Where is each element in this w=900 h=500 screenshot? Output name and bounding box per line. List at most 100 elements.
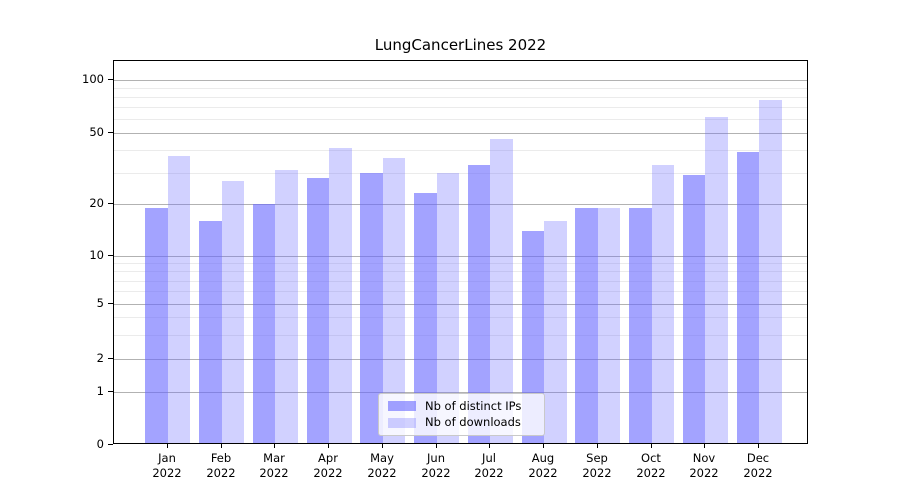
chart-title: LungCancerLines 2022 xyxy=(374,36,547,54)
y-tick xyxy=(108,358,113,359)
gridline-major xyxy=(114,256,807,257)
x-tick-label-month: Nov xyxy=(692,451,716,465)
gridline-minor xyxy=(114,263,807,264)
x-tick-label-month: Jan xyxy=(158,451,176,465)
x-tick-label: Sep 2022 xyxy=(565,451,629,480)
x-tick-label: Jul 2022 xyxy=(457,451,521,480)
gridline-minor xyxy=(114,107,807,108)
x-tick xyxy=(436,444,437,448)
bar-downloads xyxy=(382,158,406,443)
x-tick-label-month: Jun xyxy=(427,451,445,465)
y-tick-label: 100 xyxy=(82,72,104,86)
gridline-minor xyxy=(114,119,807,120)
legend-swatch-downloads xyxy=(388,417,416,428)
y-tick xyxy=(108,444,113,445)
legend-row-distinct-ips: Nb of distinct IPs xyxy=(388,399,535,413)
gridline-minor xyxy=(114,281,807,282)
bar-distinct-ips xyxy=(306,177,330,443)
legend-label-downloads: Nb of downloads xyxy=(425,415,521,430)
x-tick-label: May 2022 xyxy=(350,451,414,480)
bar-distinct-ips xyxy=(521,230,545,443)
gridline-major xyxy=(114,359,807,360)
bar-distinct-ips xyxy=(199,220,222,443)
x-tick xyxy=(221,444,222,448)
y-tick xyxy=(108,203,113,204)
bar-distinct-ips xyxy=(629,207,652,443)
gridline-minor xyxy=(114,335,807,336)
gridline-minor xyxy=(114,173,807,174)
x-tick-label-year: 2022 xyxy=(474,465,504,480)
bar-downloads xyxy=(221,180,245,443)
x-tick-label-year: 2022 xyxy=(206,465,236,480)
y-tick-label: 2 xyxy=(96,351,104,365)
bar-distinct-ips xyxy=(145,207,168,443)
bar-distinct-ips xyxy=(467,165,491,443)
y-tick-label: 50 xyxy=(89,125,104,139)
gridline-major xyxy=(114,133,807,134)
bar-downloads xyxy=(436,172,460,443)
x-tick-label-year: 2022 xyxy=(367,465,397,480)
x-tick-label-year: 2022 xyxy=(528,465,558,480)
x-tick-label-month: Jul xyxy=(482,451,496,465)
y-tick xyxy=(108,132,113,133)
plot-area: Nb of distinct IPs Nb of downloads xyxy=(113,60,808,444)
x-tick xyxy=(704,444,705,448)
gridline-minor xyxy=(114,97,807,98)
bar-downloads xyxy=(597,207,621,443)
x-tick xyxy=(651,444,652,448)
y-tick-label: 10 xyxy=(89,248,104,262)
y-tick-label: 1 xyxy=(96,384,104,398)
gridline-major xyxy=(114,80,807,81)
x-tick-label: Oct 2022 xyxy=(619,451,683,480)
x-tick-label-month: May xyxy=(370,451,394,465)
x-tick-label: Mar 2022 xyxy=(242,451,306,480)
bar-distinct-ips xyxy=(575,207,598,443)
bar-downloads xyxy=(490,139,513,443)
gridline-minor xyxy=(114,150,807,151)
x-tick-label: Feb 2022 xyxy=(189,451,253,480)
x-tick xyxy=(382,444,383,448)
x-tick xyxy=(274,444,275,448)
x-tick-label-year: 2022 xyxy=(259,465,289,480)
x-tick xyxy=(758,444,759,448)
x-tick-label: Dec 2022 xyxy=(726,451,790,480)
y-tick xyxy=(108,391,113,392)
legend-swatch-ips xyxy=(388,401,416,412)
x-tick-label-year: 2022 xyxy=(743,465,773,480)
x-tick-label: Jun 2022 xyxy=(404,451,468,480)
x-tick-label-year: 2022 xyxy=(421,465,451,480)
x-tick xyxy=(597,444,598,448)
x-tick-label-year: 2022 xyxy=(636,465,666,480)
x-tick-label: Nov 2022 xyxy=(672,451,736,480)
x-tick-label-month: Apr xyxy=(318,451,338,465)
bar-distinct-ips xyxy=(252,204,276,443)
y-tick-label: 20 xyxy=(89,196,104,210)
x-tick-label: Apr 2022 xyxy=(296,451,360,480)
y-tick xyxy=(108,79,113,80)
y-tick xyxy=(108,255,113,256)
gridline-minor xyxy=(114,291,807,292)
bar-distinct-ips xyxy=(682,175,706,443)
y-tick xyxy=(108,303,113,304)
gridline-minor xyxy=(114,317,807,318)
x-tick-label: Jan 2022 xyxy=(135,451,199,480)
bar-distinct-ips xyxy=(736,152,760,443)
x-tick xyxy=(489,444,490,448)
x-tick-label-year: 2022 xyxy=(313,465,343,480)
gridline-major xyxy=(114,204,807,205)
x-tick-label: Aug 2022 xyxy=(511,451,575,480)
gridline-minor xyxy=(114,88,807,89)
bar-downloads xyxy=(167,156,191,443)
x-tick-label-year: 2022 xyxy=(689,465,719,480)
gridline-major xyxy=(114,304,807,305)
x-tick xyxy=(167,444,168,448)
x-tick-label-month: Dec xyxy=(746,451,770,465)
legend-row-downloads: Nb of downloads xyxy=(388,416,535,429)
x-tick-label-month: Mar xyxy=(263,451,285,465)
bar-downloads xyxy=(275,170,298,443)
bar-downloads xyxy=(544,220,567,443)
x-tick-label-year: 2022 xyxy=(152,465,182,480)
gridline-minor xyxy=(114,271,807,272)
gridline-major xyxy=(114,392,807,393)
